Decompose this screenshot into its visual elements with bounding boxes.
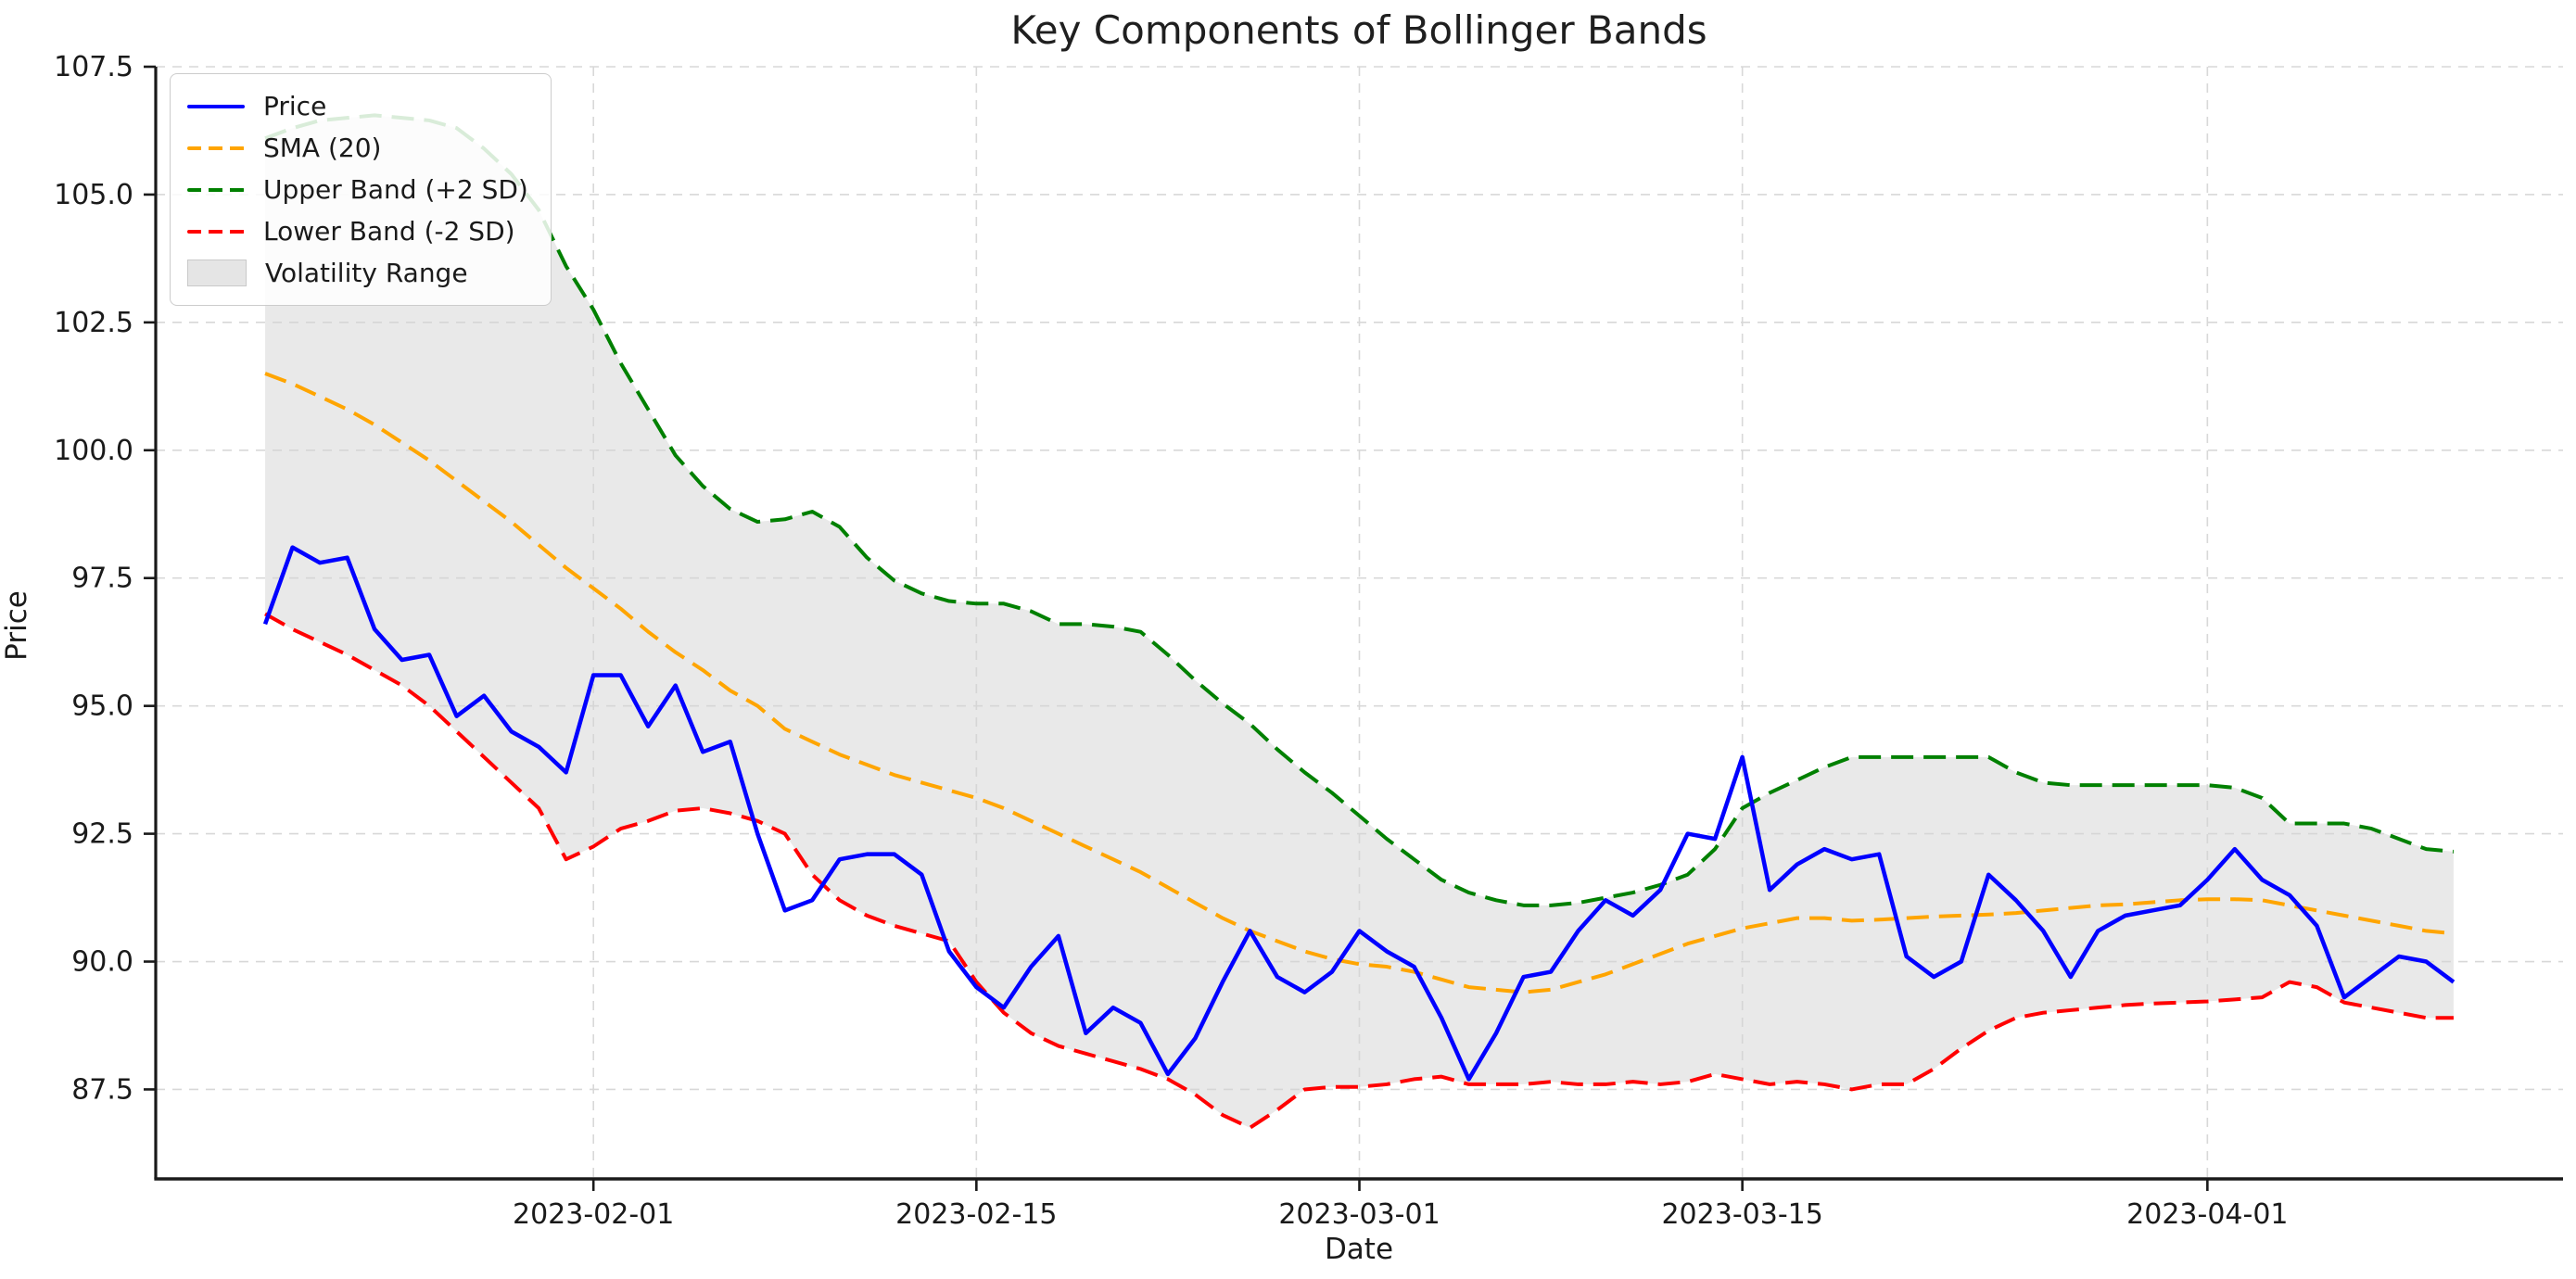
legend-label: Lower Band (-2 SD): [263, 216, 515, 247]
y-tick-label: 90.0: [71, 946, 133, 979]
legend-label: Volatility Range: [265, 258, 468, 288]
y-tick-label: 95.0: [71, 690, 133, 723]
sma-line: [264, 372, 2455, 994]
legend-swatch-dashed: [187, 146, 245, 150]
y-tick-label: 102.5: [54, 307, 133, 339]
x-tick-label: 2023-02-01: [513, 1198, 674, 1231]
x-tick-label: 2023-02-15: [895, 1198, 1057, 1231]
legend-item: Volatility Range: [187, 252, 528, 294]
x-axis-label: Date: [1324, 1233, 1394, 1266]
y-tick-label: 87.5: [71, 1073, 133, 1106]
legend-label: Upper Band (+2 SD): [263, 174, 528, 205]
legend-label: SMA (20): [263, 133, 382, 163]
y-axis-label: Price: [0, 590, 33, 661]
legend-swatch-fill: [187, 260, 247, 286]
legend-box: Price SMA (20) Upper Band (+2 SD) Lower Ban…: [170, 73, 552, 306]
legend-swatch-dashed: [187, 187, 245, 192]
legend-swatch-dashed: [187, 229, 245, 234]
y-tick-label: 107.5: [54, 51, 133, 83]
volatility-range-fill: [265, 115, 2454, 1128]
x-tick-label: 2023-03-01: [1278, 1198, 1440, 1231]
y-tick-label: 100.0: [54, 435, 133, 467]
legend-item: Price: [187, 85, 528, 127]
y-tick-label: 105.0: [54, 179, 133, 211]
legend-label: Price: [263, 91, 327, 121]
legend-item: SMA (20): [187, 127, 528, 169]
upper-band-line: [264, 113, 2455, 907]
y-tick-label: 92.5: [71, 818, 133, 851]
chart-title: Key Components of Bollinger Bands: [1010, 7, 1707, 53]
y-tick-label: 97.5: [71, 563, 133, 595]
legend-item: Lower Band (-2 SD): [187, 210, 528, 252]
lower-band-line: [264, 612, 2454, 1130]
x-tick-label: 2023-04-01: [2126, 1198, 2288, 1231]
legend-item: Upper Band (+2 SD): [187, 169, 528, 210]
x-tick-label: 2023-03-15: [1661, 1198, 1822, 1231]
price-line: [262, 545, 2455, 1082]
legend-swatch-solid: [187, 104, 245, 108]
